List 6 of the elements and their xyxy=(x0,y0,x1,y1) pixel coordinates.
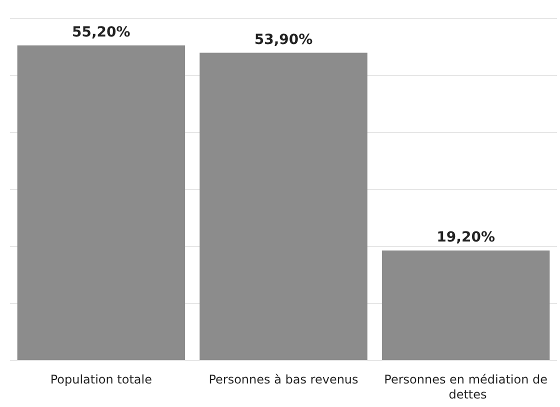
x-tick-label: Population totale xyxy=(50,372,152,386)
data-label: 53,90% xyxy=(254,32,313,48)
x-tick-label: Personnes en médiation de dettes xyxy=(384,372,548,402)
data-label: 55,20% xyxy=(72,24,130,40)
x-tick-label: Personnes à bas revenus xyxy=(208,372,358,386)
data-label: 19,20% xyxy=(436,230,495,246)
